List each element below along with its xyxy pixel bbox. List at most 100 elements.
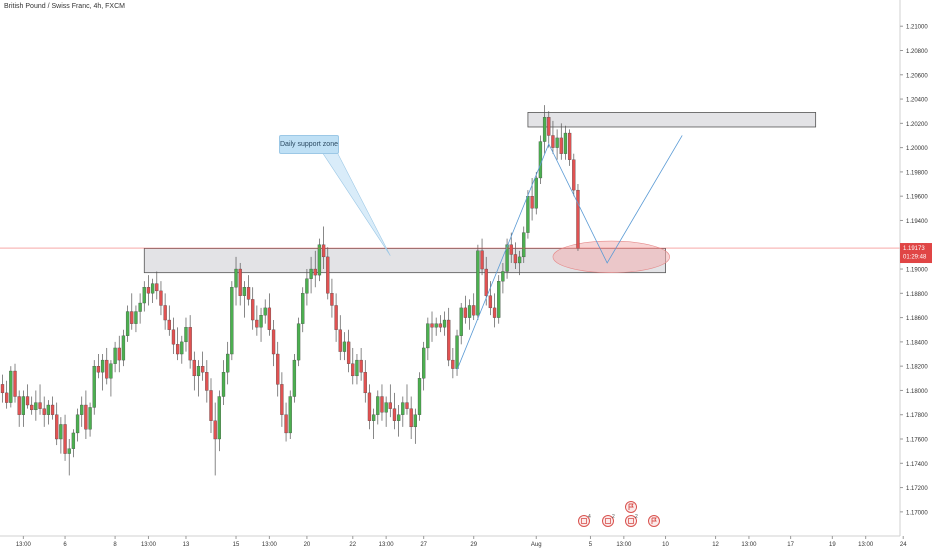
- candle-body: [92, 366, 96, 408]
- candle-body: [267, 307, 272, 330]
- time-tick-label: 24: [900, 542, 907, 548]
- flag-glyph: [651, 517, 657, 524]
- candle-body: [67, 448, 71, 454]
- candle-body: [80, 404, 84, 415]
- candle-body: [71, 432, 76, 449]
- candle-body: [259, 315, 263, 328]
- time-tick-label: 13:00: [379, 542, 395, 548]
- events[interactable]: 4 2 2: [578, 501, 660, 527]
- candle-body: [209, 390, 213, 421]
- candle-body: [13, 370, 17, 397]
- candle-body: [46, 404, 51, 415]
- candle-body: [217, 396, 221, 440]
- time-tick-label: 29: [470, 542, 477, 548]
- time-tick-label: 19: [829, 542, 836, 548]
- price-tick-label: 1.20000: [906, 146, 928, 152]
- price-tick-label: 1.17800: [906, 413, 928, 419]
- calendar-event-icon[interactable]: 4: [578, 514, 592, 527]
- price-tick-label: 1.18600: [906, 316, 928, 322]
- price-tick-label: 1.20400: [906, 98, 928, 104]
- price-tick-label: 1.20200: [906, 122, 928, 128]
- candle-body: [205, 372, 209, 391]
- calendar-event-icon[interactable]: 2: [602, 514, 616, 527]
- candle-body: [117, 347, 121, 361]
- candle-body: [513, 254, 518, 264]
- candle-body: [192, 359, 196, 377]
- candle-body: [42, 408, 46, 415]
- candle-body: [288, 396, 292, 434]
- candle-body: [171, 329, 176, 345]
- candle-body: [75, 414, 80, 434]
- candle-body: [0, 384, 5, 394]
- candle-body: [434, 323, 438, 328]
- candle-body: [405, 402, 409, 409]
- time-tick-label: 6: [63, 542, 67, 548]
- price-tick-label: 1.19800: [906, 170, 928, 176]
- candle-body: [284, 414, 288, 434]
- zones: [143, 112, 817, 274]
- flag-event-icon[interactable]: [648, 515, 660, 527]
- candle-body: [505, 244, 509, 272]
- candle-body: [34, 402, 38, 411]
- candle-body: [517, 256, 522, 264]
- price-tick-label: 1.17000: [906, 510, 928, 516]
- candle-body: [296, 323, 301, 361]
- time-tick-label: 12: [712, 542, 719, 548]
- price-tag-value: 1.19173: [903, 246, 925, 252]
- candle-body: [105, 359, 109, 379]
- price-tick-label: 1.17600: [906, 438, 928, 444]
- calendar-event-icon[interactable]: 2: [625, 514, 639, 527]
- candle-body: [492, 307, 497, 318]
- candle-body: [230, 287, 234, 355]
- candle-body: [572, 159, 576, 191]
- candle-body: [251, 299, 255, 321]
- time-tick-label: 13:00: [616, 542, 632, 548]
- candle-body: [38, 402, 42, 409]
- candle-body: [134, 311, 138, 324]
- candle-body: [138, 302, 142, 312]
- candle-body: [459, 307, 463, 336]
- candle-body: [455, 335, 459, 369]
- calendar-glyph: [581, 518, 587, 524]
- target-ellipse: [552, 240, 671, 273]
- price-tag-box: [900, 243, 932, 264]
- candle-body: [146, 287, 151, 294]
- flag-event-icon[interactable]: [625, 501, 637, 513]
- candle-body: [175, 344, 180, 355]
- calendar-glyph: [605, 518, 611, 524]
- candle-body: [109, 363, 113, 379]
- candle-body: [84, 404, 88, 430]
- candle-body: [501, 271, 505, 282]
- candle-body: [201, 366, 205, 373]
- candle-body: [305, 278, 309, 294]
- candle-body: [392, 408, 397, 421]
- candle-body: [338, 329, 342, 352]
- candle-body: [130, 311, 134, 324]
- time-tick-label: 5: [589, 542, 593, 548]
- price-tick-label: 1.17400: [906, 462, 928, 468]
- candle-body: [96, 366, 101, 373]
- candle-body: [309, 268, 313, 279]
- candle-body: [301, 293, 305, 324]
- candle-body: [467, 305, 472, 318]
- candle-body: [113, 347, 117, 364]
- candle-body: [355, 359, 359, 377]
- candles: [0, 105, 580, 476]
- candle-body: [576, 189, 580, 249]
- candle-body: [567, 132, 572, 160]
- price-tick-label: 1.17200: [906, 486, 928, 492]
- candle-body: [351, 363, 355, 377]
- callout-label: Daily support zone: [279, 135, 339, 154]
- candle-body: [538, 141, 543, 179]
- candle-body: [188, 327, 192, 361]
- price-tick-label: 1.20800: [906, 49, 928, 55]
- candle-body: [380, 396, 384, 413]
- candle-body: [280, 384, 284, 415]
- candle-body: [542, 117, 547, 142]
- time-tick-label: 13:00: [858, 542, 874, 548]
- candle-body: [563, 132, 568, 154]
- candle-body: [497, 281, 501, 318]
